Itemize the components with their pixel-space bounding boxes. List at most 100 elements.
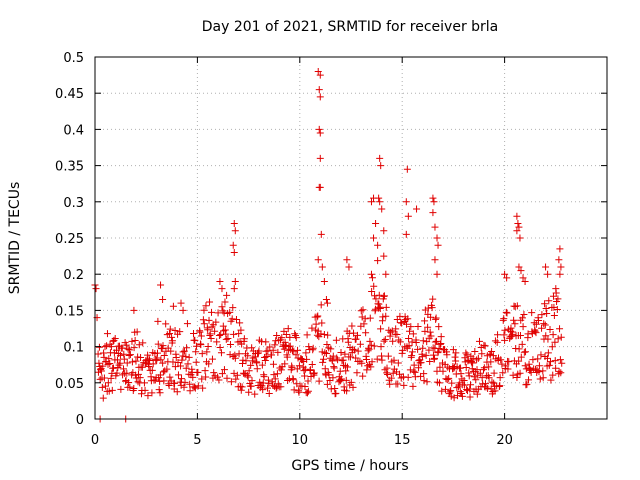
data-point [376, 304, 384, 312]
data-point [280, 345, 288, 353]
data-point [518, 314, 526, 322]
data-point [371, 305, 379, 313]
data-point [515, 263, 523, 271]
x-tick-label: 0 [91, 433, 99, 448]
data-point [290, 386, 298, 394]
data-point [126, 351, 134, 359]
y-tick-label: 0.4 [63, 123, 84, 138]
data-point [370, 234, 378, 242]
data-point [510, 316, 518, 324]
data-point [408, 352, 416, 360]
grid [95, 57, 607, 419]
data-point [503, 274, 511, 282]
data-point [366, 314, 374, 322]
data-point [199, 384, 207, 392]
data-point [352, 335, 360, 343]
data-point [554, 295, 562, 303]
data-point [273, 370, 281, 378]
data-point [316, 71, 324, 79]
data-point [169, 302, 177, 310]
data-point [159, 342, 167, 350]
data-point [419, 337, 427, 345]
data-point [323, 340, 331, 348]
data-point [272, 384, 280, 392]
data-point [265, 390, 273, 398]
data-point [301, 372, 309, 380]
data-point [273, 331, 281, 339]
data-point [92, 285, 100, 293]
data-point [269, 381, 277, 389]
data-point [166, 325, 174, 333]
chart-title: Day 201 of 2021, SRMTID for receiver brl… [202, 19, 499, 35]
data-point [410, 361, 418, 369]
data-point [554, 335, 562, 343]
data-point [380, 337, 388, 345]
data-point [386, 332, 394, 340]
data-point [235, 330, 243, 338]
data-point [354, 347, 362, 355]
data-point [509, 328, 517, 336]
data-point [535, 317, 543, 325]
data-point [253, 365, 261, 373]
data-point [230, 220, 238, 228]
data-point [258, 382, 266, 390]
data-point [103, 330, 111, 338]
data-point [461, 381, 469, 389]
data-point [104, 360, 112, 368]
data-point [218, 285, 226, 293]
data-point [528, 309, 536, 317]
data-point [95, 359, 103, 367]
y-tick-label: 0.15 [55, 304, 84, 319]
data-point [129, 386, 137, 394]
data-point [267, 351, 275, 359]
data-point [390, 356, 398, 364]
data-point [113, 369, 121, 377]
data-point [171, 379, 179, 387]
data-point [214, 309, 222, 317]
data-point [271, 341, 279, 349]
data-point [409, 330, 417, 338]
data-point [131, 337, 139, 345]
data-point [499, 369, 507, 377]
data-point [173, 388, 181, 396]
data-point [302, 349, 310, 357]
data-point [216, 343, 224, 351]
data-point [183, 320, 191, 328]
data-point [304, 387, 312, 395]
data-point [238, 383, 246, 391]
data-point [229, 241, 237, 249]
data-point [215, 331, 223, 339]
data-point [457, 370, 465, 378]
data-point [130, 306, 138, 314]
data-point [552, 364, 560, 372]
data-point [149, 360, 157, 368]
data-point [382, 312, 390, 320]
data-point [452, 357, 460, 365]
data-point [441, 385, 449, 393]
data-point [404, 315, 412, 323]
data-point [259, 386, 267, 394]
data-point [394, 380, 402, 388]
data-point [319, 355, 327, 363]
data-point [186, 387, 194, 395]
data-point [344, 338, 352, 346]
data-point [349, 383, 357, 391]
data-point [392, 325, 400, 333]
data-point [265, 379, 273, 387]
data-point [358, 313, 366, 321]
data-point [424, 323, 432, 331]
data-point [474, 354, 482, 362]
data-point [542, 304, 550, 312]
data-point [301, 365, 309, 373]
data-point [473, 390, 481, 398]
data-point [463, 351, 471, 359]
data-point [313, 331, 321, 339]
data-point [550, 312, 558, 320]
data-point [123, 369, 131, 377]
data-point [103, 342, 111, 350]
data-point [197, 341, 205, 349]
data-point [466, 393, 474, 401]
data-point [488, 348, 496, 356]
data-point [556, 270, 564, 278]
x-tick-label: 20 [496, 433, 513, 448]
